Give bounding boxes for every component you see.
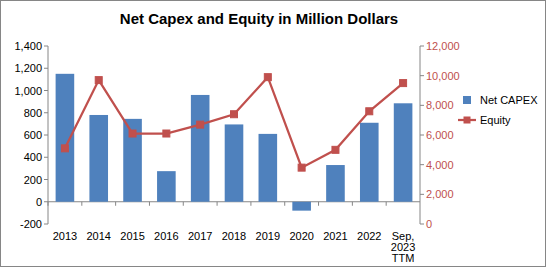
y-tick — [44, 157, 48, 158]
bar — [259, 134, 278, 202]
x-tick-label: 2022 — [357, 230, 381, 242]
y-tick — [44, 68, 48, 69]
x-tick — [48, 202, 49, 206]
marker — [366, 108, 373, 115]
line — [65, 77, 403, 167]
x-tick-label: 2017 — [188, 230, 212, 242]
bar — [123, 119, 142, 202]
marker — [61, 145, 68, 152]
x-tick — [149, 202, 150, 206]
y-tick-label: 600 — [24, 129, 42, 141]
y-tick-label: 1,000 — [14, 85, 42, 97]
x-tick — [115, 202, 116, 206]
x-tick — [250, 202, 251, 206]
x-tick-label: 2018 — [222, 230, 246, 242]
x-tick-label: 2020 — [289, 230, 313, 242]
x-tick-label: 2014 — [86, 230, 110, 242]
legend-label: Net CAPEX — [480, 94, 538, 106]
x-tick-label: 2013 — [53, 230, 77, 242]
x-tick-label: Sep,2023TTM — [391, 230, 415, 264]
y2-tick — [420, 164, 424, 165]
marker — [332, 146, 339, 153]
y-tick-label: 1,200 — [14, 62, 42, 74]
y-tick-label: 400 — [24, 151, 42, 163]
marker — [231, 111, 238, 118]
y-tick-label: 200 — [24, 174, 42, 186]
y2-tick — [420, 46, 424, 47]
y2-tick-label: 2,000 — [426, 188, 454, 200]
chart-container: Net Capex and Equity in Million Dollars -… — [0, 0, 546, 267]
marker — [197, 121, 204, 128]
marker — [95, 77, 102, 84]
legend-label: Equity — [480, 114, 511, 126]
y-tick — [44, 179, 48, 180]
x-tick-label: 2019 — [256, 230, 280, 242]
chart-svg: Net Capex and Equity in Million Dollars -… — [0, 0, 546, 267]
chart-title: Net Capex and Equity in Million Dollars — [120, 10, 398, 27]
y-tick — [44, 135, 48, 136]
y-tick-label: 800 — [24, 107, 42, 119]
chart-border — [1, 1, 546, 267]
marker — [400, 80, 407, 87]
x-tick — [81, 202, 82, 206]
bar — [292, 202, 311, 211]
bar — [157, 171, 176, 202]
bar — [360, 123, 379, 202]
y-tick-label: 0 — [36, 196, 42, 208]
bar — [56, 74, 75, 202]
x-tick — [183, 202, 184, 206]
bar — [89, 115, 108, 202]
y-tick — [44, 46, 48, 47]
y2-tick-label: 10,000 — [426, 70, 460, 82]
y2-tick-label: 0 — [426, 218, 432, 230]
y2-tick — [420, 75, 424, 76]
plot-area — [56, 74, 413, 211]
y-tick-label: 1,400 — [14, 40, 42, 52]
y-tick — [44, 201, 48, 202]
y2-tick — [420, 224, 424, 225]
y2-tick — [420, 135, 424, 136]
marker — [264, 74, 271, 81]
x-tick-label: 2015 — [120, 230, 144, 242]
bar — [191, 95, 210, 202]
marker — [298, 164, 305, 171]
legend-swatch — [463, 96, 471, 104]
x-tick — [386, 202, 387, 206]
x-tick-label: 2021 — [323, 230, 347, 242]
y2-tick-label: 8,000 — [426, 99, 454, 111]
y2-tick-label: 12,000 — [426, 40, 460, 52]
y-tick — [44, 90, 48, 91]
y2-tick-label: 6,000 — [426, 129, 454, 141]
bar — [326, 165, 345, 202]
bar — [394, 103, 413, 201]
legend-marker — [464, 117, 471, 124]
x-tick-label: 2016 — [154, 230, 178, 242]
y2-tick-label: 4,000 — [426, 159, 454, 171]
x-tick — [284, 202, 285, 206]
y2-tick — [420, 194, 424, 195]
bar — [225, 124, 244, 201]
marker — [129, 130, 136, 137]
y-tick — [44, 112, 48, 113]
y-tick-label: -200 — [20, 218, 42, 230]
y-tick — [44, 224, 48, 225]
y2-tick — [420, 105, 424, 106]
x-tick — [352, 202, 353, 206]
x-tick — [217, 202, 218, 206]
marker — [163, 130, 170, 137]
x-tick — [318, 202, 319, 206]
